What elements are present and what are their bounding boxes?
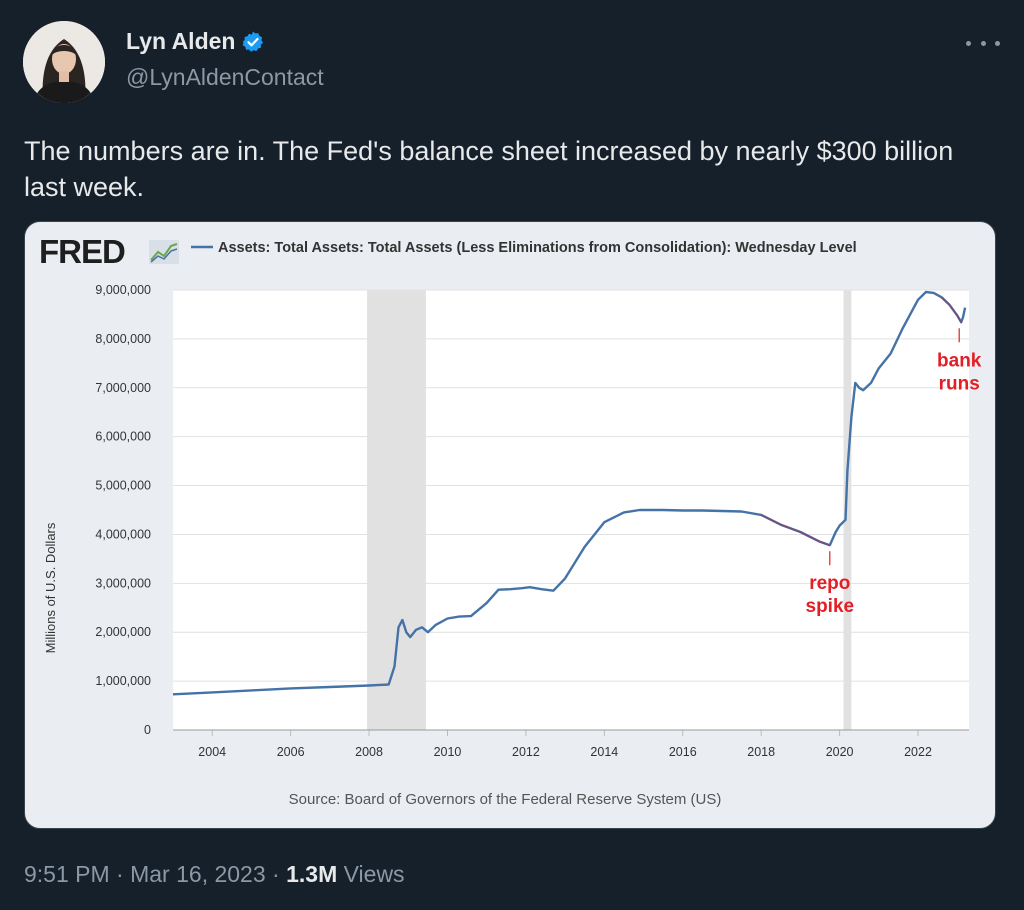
x-tick-label: 2010	[434, 745, 462, 759]
meta-separator: ·	[109, 861, 131, 887]
x-tick-label: 2008	[355, 745, 383, 759]
tweet-date[interactable]: Mar 16, 2023	[130, 861, 266, 887]
y-tick-label: 5,000,000	[95, 479, 151, 493]
x-tick-label: 2018	[747, 745, 775, 759]
chart-source: Source: Board of Governors of the Federa…	[289, 791, 722, 808]
annotation-label: spike	[806, 596, 855, 617]
annotation-label: bank	[937, 350, 982, 371]
x-tick-label: 2006	[277, 745, 305, 759]
y-tick-label: 6,000,000	[95, 430, 151, 444]
y-tick-label: 4,000,000	[95, 527, 151, 541]
more-options-icon[interactable]	[966, 30, 1000, 56]
x-tick-label: 2016	[669, 745, 697, 759]
chart-image[interactable]: FRED Assets: Total Assets: Total Assets …	[24, 221, 996, 829]
y-axis-label: Millions of U.S. Dollars	[43, 522, 58, 653]
tweet-meta: 9:51 PM · Mar 16, 2023 · 1.3M Views	[24, 861, 405, 888]
y-tick-label: 7,000,000	[95, 381, 151, 395]
fred-chart: FRED Assets: Total Assets: Total Assets …	[39, 233, 982, 808]
legend-label: Assets: Total Assets: Total Assets (Less…	[218, 240, 857, 256]
fred-logo-icon	[149, 240, 179, 264]
y-tick-label: 9,000,000	[95, 283, 151, 297]
avatar[interactable]	[23, 21, 105, 103]
fred-logo: FRED	[39, 233, 125, 270]
y-tick-label: 8,000,000	[95, 332, 151, 346]
tweet-text: The numbers are in. The Fed's balance sh…	[24, 136, 954, 202]
y-tick-label: 1,000,000	[95, 674, 151, 688]
x-tick-label: 2020	[826, 745, 854, 759]
recession-band	[843, 290, 852, 730]
user-handle[interactable]: @LynAldenContact	[126, 64, 324, 90]
annotation-label: runs	[939, 373, 980, 394]
views-count: 1.3M	[286, 861, 338, 887]
x-tick-label: 2014	[590, 745, 618, 759]
display-name[interactable]: Lyn Alden	[126, 28, 236, 54]
y-tick-label: 2,000,000	[95, 625, 151, 639]
tweet-time[interactable]: 9:51 PM	[24, 861, 110, 887]
x-tick-label: 2022	[904, 745, 932, 759]
y-tick-label: 0	[144, 723, 151, 737]
highlight-segment	[760, 514, 831, 546]
y-tick-label: 3,000,000	[95, 576, 151, 590]
x-tick-label: 2004	[198, 745, 226, 759]
annotation-label: repo	[809, 573, 850, 594]
plot-area	[173, 290, 969, 730]
highlight-segment	[941, 296, 962, 323]
verified-badge-icon[interactable]	[241, 30, 265, 54]
series-line	[172, 290, 967, 696]
meta-separator: ·	[265, 861, 287, 887]
recession-band	[367, 290, 426, 730]
x-tick-label: 2012	[512, 745, 540, 759]
avatar-photo	[23, 21, 105, 103]
views-label: Views	[337, 861, 405, 887]
